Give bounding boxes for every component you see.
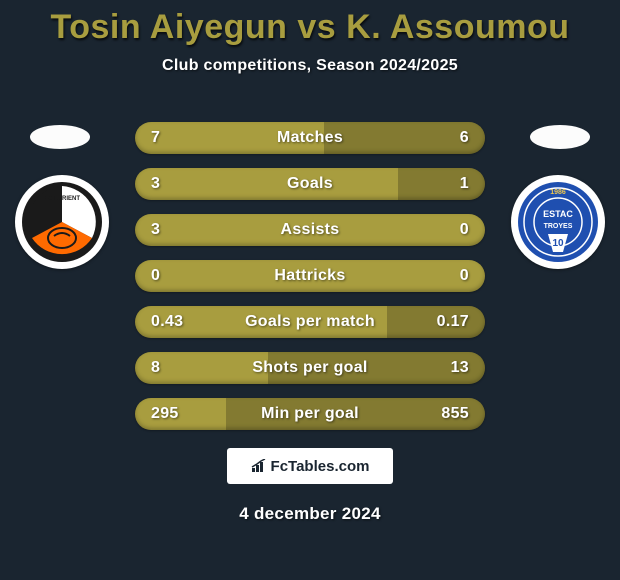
season-subtitle: Club competitions, Season 2024/2025 xyxy=(0,57,620,75)
stat-label: Matches xyxy=(277,129,343,147)
chart-icon xyxy=(251,459,267,473)
stat-value-right: 0 xyxy=(460,221,469,239)
stat-label: Goals per match xyxy=(245,313,375,331)
brand-text: FcTables.com xyxy=(271,458,370,475)
stat-shade xyxy=(398,168,486,200)
stat-value-left: 3 xyxy=(151,175,160,193)
stat-row: 7 Matches 6 xyxy=(135,122,485,154)
stat-row: 3 Goals 1 xyxy=(135,168,485,200)
svg-text:10: 10 xyxy=(552,238,564,249)
stat-value-right: 6 xyxy=(460,129,469,147)
stat-value-right: 1 xyxy=(460,175,469,193)
player1-name: Tosin Aiyegun xyxy=(50,8,287,46)
footer-date: 4 december 2024 xyxy=(0,504,620,524)
stats-container: 7Matches63Goals13Assists00Hattricks00.43… xyxy=(135,122,485,430)
svg-text:FC LORIENT: FC LORIENT xyxy=(44,196,80,202)
stat-value-right: 0 xyxy=(460,267,469,285)
stat-value-right: 13 xyxy=(451,359,469,377)
svg-text:ESTAC: ESTAC xyxy=(543,209,573,219)
lorient-logo-icon: FC LORIENT xyxy=(20,180,104,264)
stat-value-left: 7 xyxy=(151,129,160,147)
stat-value-left: 3 xyxy=(151,221,160,239)
stat-row: 0.43 Goals per match 0.17 xyxy=(135,306,485,338)
svg-text:1986: 1986 xyxy=(550,189,566,196)
stat-label: Goals xyxy=(287,175,333,193)
stat-value-right: 855 xyxy=(441,405,469,423)
stat-value-left: 295 xyxy=(151,405,179,423)
stat-row: 295 Min per goal 855 xyxy=(135,398,485,430)
brand-badge: FcTables.com xyxy=(227,448,393,484)
stat-label: Min per goal xyxy=(261,405,359,423)
stat-value-left: 0 xyxy=(151,267,160,285)
stat-label: Shots per goal xyxy=(252,359,367,377)
svg-text:TROYES: TROYES xyxy=(544,223,573,230)
club-badge-right: 1986 ESTAC TROYES 10 xyxy=(511,175,605,269)
stat-value-left: 8 xyxy=(151,359,160,377)
stat-value-right: 0.17 xyxy=(437,313,469,331)
comparison-title: Tosin Aiyegun vs K. Assoumou xyxy=(0,0,620,47)
flag-right xyxy=(530,125,590,149)
stat-label: Hattricks xyxy=(274,267,345,285)
stat-value-left: 0.43 xyxy=(151,313,183,331)
player2-name: K. Assoumou xyxy=(346,8,569,46)
club-badge-left: FC LORIENT xyxy=(15,175,109,269)
stat-row: 8 Shots per goal 13 xyxy=(135,352,485,384)
vs-separator: vs xyxy=(297,8,336,46)
troyes-logo-icon: 1986 ESTAC TROYES 10 xyxy=(516,180,600,264)
stat-row: 0 Hattricks 0 xyxy=(135,260,485,292)
flag-left xyxy=(30,125,90,149)
stat-row: 3 Assists 0 xyxy=(135,214,485,246)
stat-label: Assists xyxy=(280,221,339,239)
